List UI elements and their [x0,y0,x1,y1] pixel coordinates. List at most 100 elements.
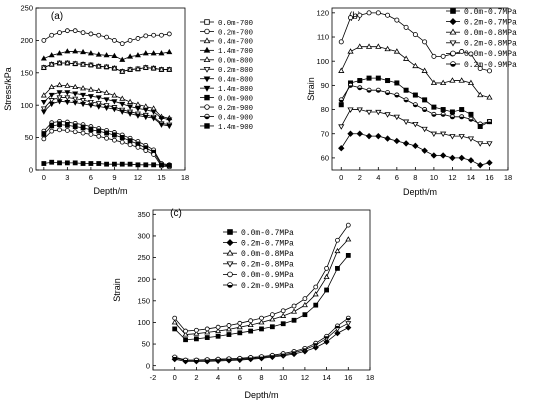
data-point [134,106,141,112]
data-point [142,103,149,109]
y-axis-label-c: Strain [112,278,122,302]
data-point [259,315,264,321]
legend-label: 0.2m-900 [218,105,253,113]
y-tick-label: 60 [321,154,329,163]
data-point-fill [172,357,177,360]
data-point [95,87,102,93]
data-point [313,302,319,308]
data-point [48,83,55,90]
data-point [280,308,286,314]
data-point-fill [248,357,253,360]
data-point-fill [441,114,446,117]
legend-marker [204,123,210,129]
data-point [356,43,363,49]
legend-label: 0.2m-0.7MPa [464,18,517,27]
data-point [375,75,381,81]
legend-marker [203,67,211,73]
data-point [412,121,419,128]
data-point-fill [302,348,307,351]
data-point [458,154,465,162]
data-point [366,75,372,81]
data-point [440,79,447,86]
data-point [385,78,391,84]
legend-entry-c-0-2m-0-8mpa: 0.2m-0.8MPa [223,261,294,270]
data-point [111,65,118,71]
data-point [357,12,363,18]
data-point [96,161,102,166]
legend-entry-a-1-4m-800: 1.4m-800 [200,85,253,94]
data-point [96,32,102,38]
data-point-fill [468,119,474,122]
data-point [459,107,465,113]
data-point [104,161,109,167]
data-point [440,131,447,138]
data-point-fill [128,138,133,141]
data-point [269,324,275,330]
data-point [80,48,87,55]
panel-label-c: (c) [170,208,182,219]
data-point [477,91,484,98]
data-point [40,106,47,112]
data-point [151,32,157,38]
data-point [40,109,47,115]
data-point [135,144,141,150]
data-point [88,31,94,37]
data-point-fill [57,121,62,124]
data-point [87,61,94,68]
data-point [215,327,222,334]
data-point [72,100,79,106]
legend-label: 0.0m-800 [218,58,253,66]
data-point [345,321,352,327]
legend-label: 0.0m-0.9MPa [464,50,517,59]
data-point-fill [194,360,199,363]
data-point [49,159,55,165]
legend-marker [203,37,211,44]
x-tick-label: 4 [216,373,220,382]
data-point [40,99,47,106]
data-point [338,67,345,73]
data-point [385,12,391,18]
data-point [280,321,286,327]
data-point [112,38,117,43]
data-point-fill [49,122,54,125]
data-point [193,330,200,336]
data-point-fill [216,359,221,362]
legend-entry-c-0-0m-0-7mpa: 0.0m-0.7MPa [223,229,294,238]
data-point [402,119,410,125]
data-point [134,113,141,119]
x-tick-label: 2 [358,173,362,182]
data-point [103,103,110,109]
data-point [402,140,410,147]
x-tick-label: 6 [395,173,399,182]
y-tick-label: 200 [20,36,33,45]
data-point [127,104,134,110]
data-point [41,136,47,142]
data-point [365,132,373,140]
data-point [347,107,354,113]
legend-label: 0.0m-0.7MPa [241,229,294,238]
data-point [393,114,400,121]
data-point [334,247,341,254]
data-point-fill [237,358,242,361]
legend-label: 0.2m-0.7MPa [241,239,294,248]
legend-entry-a-0-4m-900: 0.4m-900 [200,113,253,122]
legend-entry-b-0-0m-0-9mpa: 0.0m-0.9MPa [446,50,517,59]
y-tick-label: 100 [137,318,150,327]
data-point [393,137,401,145]
data-point [403,87,409,93]
legend-entry-a-0-4m-700: 0.4m-700 [200,37,253,47]
y-tick-label: 50 [142,340,150,349]
data-point [158,122,165,128]
data-point [302,296,308,302]
data-point [301,301,308,308]
data-point-fill [385,92,390,95]
data-point [323,338,330,345]
data-point [72,91,79,97]
data-point [335,237,340,243]
data-point [56,81,63,88]
x-axis-label-b: Depth/m [403,187,437,197]
data-point [440,107,446,113]
data-point [467,79,475,86]
data-point [338,102,344,108]
data-point [64,160,70,166]
